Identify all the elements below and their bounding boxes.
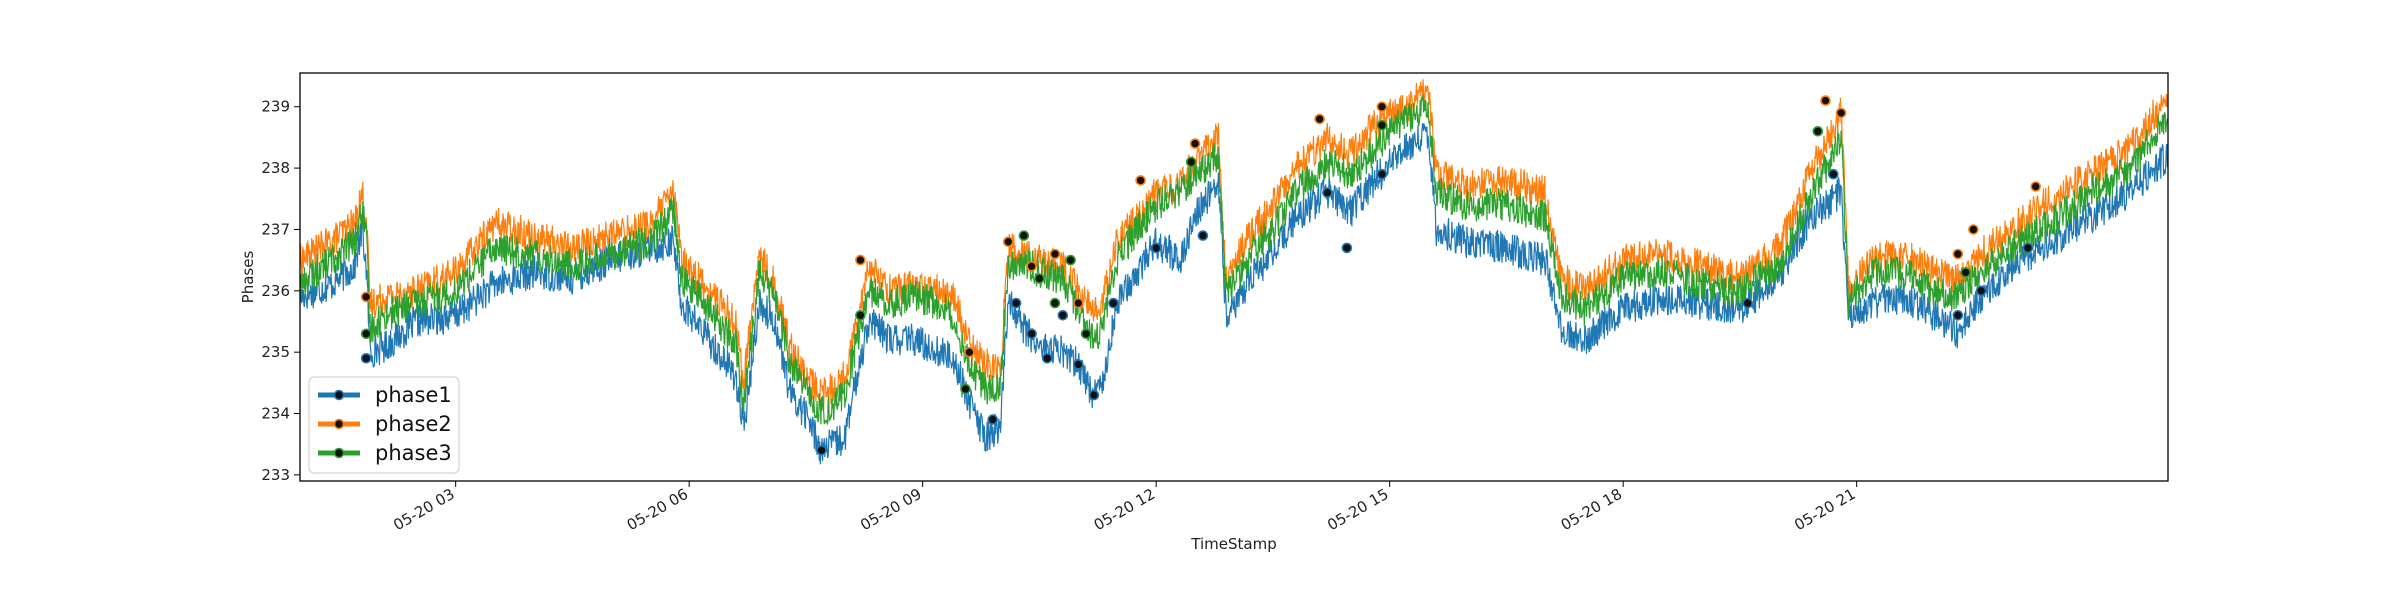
anomaly-point-phase2: [1135, 175, 1146, 186]
anomaly-point-phase1: [987, 414, 999, 425]
x-axis: 05-20 03 05-20 06 05-20 09 05-20 12 05-20 15…: [390, 481, 1859, 534]
anomaly-point-phase3: [1812, 126, 1824, 137]
x-tick-label: 05-20 06: [624, 485, 691, 534]
anomaly-point-phase2: [1314, 113, 1325, 125]
anomaly-point-phase2: [1835, 107, 1847, 119]
series-line-phase1: [300, 122, 2168, 465]
anomaly-point-phase1: [1376, 168, 1388, 180]
anomaly-point-phase1: [1073, 359, 1084, 370]
anomaly-point-phase2: [855, 254, 866, 266]
anomaly-point-phase3: [1065, 254, 1076, 266]
anomaly-point-phase2: [1968, 224, 1979, 235]
anomaly-point-phase2: [1049, 248, 1061, 260]
anomaly-point-phase3: [1185, 156, 1197, 168]
x-tick-label: 05-20 15: [1324, 485, 1391, 534]
anomaly-point-phase1: [1828, 168, 1839, 180]
anomaly-point-phase2: [1073, 297, 1084, 309]
anomaly-point-phase1: [1975, 285, 1987, 297]
y-axis-label: Phases: [239, 251, 257, 304]
anomaly-point-phase3: [360, 328, 372, 340]
plot-area: [300, 79, 2168, 465]
anomaly-point-phase3: [1049, 297, 1061, 309]
anomaly-point-phase3: [855, 309, 866, 321]
legend-marker-phase1: [333, 389, 345, 401]
anomaly-point-phase1: [1952, 309, 1964, 321]
legend-label-phase1: phase1: [375, 383, 452, 407]
anomaly-point-phase1: [360, 352, 372, 364]
x-tick-label: 05-20 09: [857, 485, 924, 534]
series-line-phase2: [300, 79, 2168, 410]
legend-marker-phase3: [333, 447, 345, 459]
anomaly-point-phase1: [1026, 328, 1037, 340]
anomaly-point-phase3: [1960, 267, 1971, 278]
anomaly-point-phase1: [2022, 242, 2034, 254]
series-line-phase3: [300, 94, 2168, 425]
anomaly-point-phase3: [1376, 119, 1388, 131]
anomaly-point-phase2: [1026, 260, 1037, 272]
anomaly-point-phase2: [1820, 95, 1831, 106]
anomaly-point-phase1: [1057, 309, 1069, 321]
anomaly-point-phase1: [1322, 187, 1333, 198]
anomaly-point-phase1: [1088, 389, 1100, 401]
anomaly-point-phase1: [1742, 297, 1753, 309]
y-tick-label: 236: [261, 282, 290, 300]
anomaly-point-phase1: [1150, 242, 1162, 254]
y-tick-label: 239: [261, 98, 290, 116]
anomaly-point-phase2: [1189, 138, 1201, 149]
x-tick-label: 05-20 21: [1791, 485, 1858, 534]
legend-label-phase2: phase2: [375, 412, 452, 436]
x-tick-label: 05-20 12: [1091, 485, 1158, 534]
anomaly-point-phase1: [1197, 230, 1209, 241]
legend-marker-phase2: [333, 418, 345, 430]
anomaly-point-phase2: [2030, 181, 2041, 192]
anomaly-point-phase1: [1108, 297, 1119, 309]
anomaly-point-phase2: [360, 291, 372, 303]
legend: phase1 phase2 phase3: [308, 376, 460, 474]
axes-frame: [299, 72, 2169, 482]
anomaly-point-phase2: [1952, 248, 1964, 260]
y-tick-label: 237: [261, 220, 290, 238]
anomaly-point-phase3: [1080, 328, 1092, 340]
y-tick-label: 233: [261, 466, 290, 484]
y-axis: 233 234 235 236 237 238 239: [261, 98, 300, 484]
anomaly-point-phase1: [816, 444, 827, 456]
y-tick-label: 235: [261, 343, 290, 361]
anomaly-point-phase2: [1376, 101, 1388, 112]
anomaly-point-phase3: [1018, 230, 1030, 241]
legend-label-phase3: phase3: [375, 441, 452, 465]
anomaly-point-phase1: [1041, 352, 1053, 364]
x-tick-label: 05-20 18: [1558, 485, 1625, 534]
anomaly-point-phase2: [1002, 236, 1014, 247]
y-tick-label: 234: [261, 405, 290, 423]
x-axis-label: TimeStamp: [1190, 535, 1276, 553]
y-tick-label: 238: [261, 159, 290, 177]
anomaly-point-phase3: [1034, 273, 1045, 284]
anomaly-point-phase2: [964, 346, 975, 358]
anomaly-markers: [360, 95, 2041, 456]
anomaly-point-phase3: [960, 383, 971, 395]
anomaly-point-phase1: [1341, 242, 1353, 254]
legend-box: [308, 376, 460, 474]
anomaly-point-phase1: [1010, 297, 1022, 309]
x-tick-label: 05-20 03: [390, 485, 457, 534]
